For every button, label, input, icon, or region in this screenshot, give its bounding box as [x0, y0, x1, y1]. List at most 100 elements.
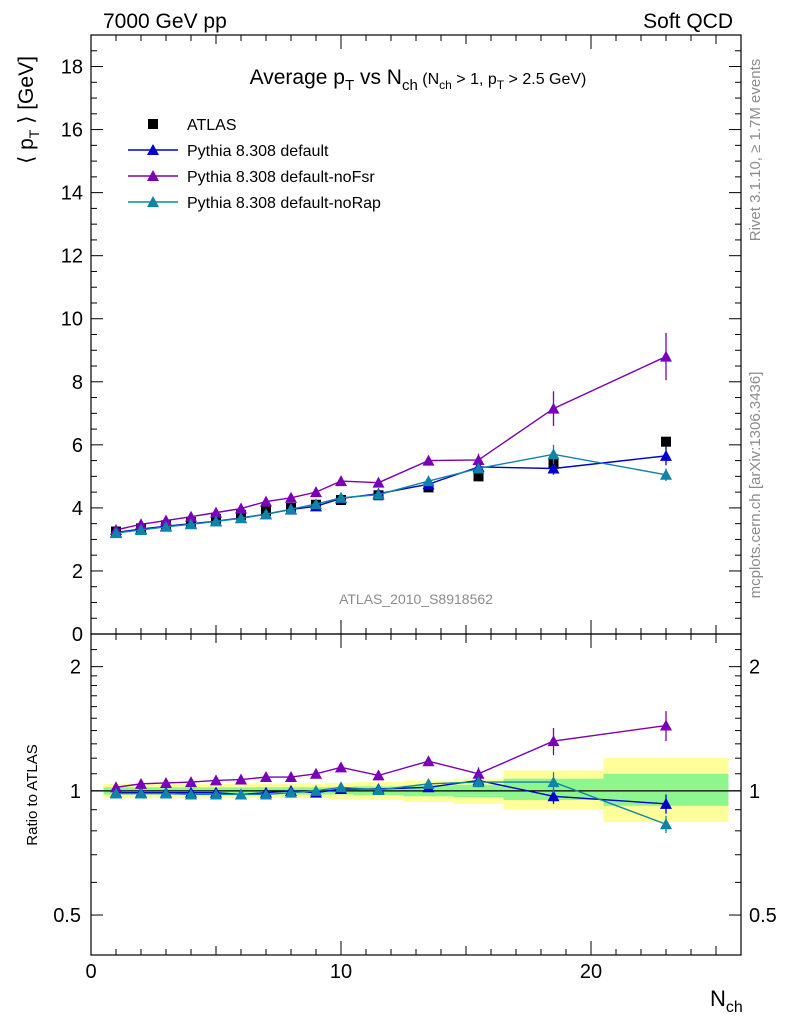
ratio-point	[235, 788, 247, 800]
data-point	[660, 449, 672, 461]
data-point	[210, 506, 222, 518]
data-point	[285, 491, 297, 503]
ratio-point	[310, 767, 322, 779]
ratio-point	[472, 767, 485, 779]
data-point	[160, 514, 172, 526]
ratio-point	[547, 790, 560, 802]
series-3	[110, 444, 672, 539]
ratio-point	[422, 755, 435, 767]
data-point	[422, 454, 435, 466]
ratio-point	[110, 781, 122, 793]
ratio-y-tick-label: 0.5	[53, 905, 81, 927]
data-point	[135, 523, 147, 535]
data-point	[422, 475, 435, 487]
ratio-point	[285, 786, 297, 798]
y-tick-label: 8	[72, 372, 83, 394]
ratio-point	[235, 773, 247, 785]
y-tick-label: 4	[72, 498, 83, 520]
ratio-series-1	[110, 711, 672, 793]
series-line	[115, 453, 667, 534]
series-line	[115, 355, 667, 531]
x-axis-label: Nch	[710, 986, 743, 1016]
ratio-point	[372, 783, 385, 795]
series-2	[110, 332, 672, 535]
ratio-y-tick-label-right: 1	[749, 781, 760, 803]
y-tick-label: 12	[61, 246, 83, 268]
data-point	[235, 512, 247, 524]
data-point	[547, 402, 560, 414]
ratio-y-tick-label: 2	[70, 657, 81, 679]
data-point	[472, 462, 485, 474]
ratio-plot-panel: 0 10 20 0.5 0.5 1 1 2 2 Ratio to ATLAS Nch	[24, 620, 777, 1016]
ratio-point	[185, 776, 197, 788]
ratio-point	[185, 788, 197, 800]
legend: ATLAS Pythia 8.308 default Pythia 8.308 de…	[128, 117, 381, 212]
data-point	[660, 468, 672, 480]
series-line	[115, 455, 667, 534]
ratio-y-tick-label: 1	[70, 781, 81, 803]
y-tick-label: 16	[61, 120, 83, 142]
ratio-point	[160, 787, 172, 799]
data-point	[372, 488, 385, 500]
legend-marker	[147, 196, 159, 207]
legend-label: ATLAS	[187, 117, 237, 134]
ratio-point	[260, 771, 272, 783]
data-point	[285, 503, 297, 515]
data-point	[473, 471, 484, 482]
ratio-point	[660, 719, 672, 731]
data-point	[335, 491, 347, 503]
y-tick-label: 18	[61, 57, 83, 79]
main-plot-title: Average pT vs Nch (Nch > 1, pT > 2.5 GeV…	[250, 66, 587, 94]
data-point	[547, 462, 560, 474]
ratio-y-tick-label-right: 2	[749, 657, 760, 679]
data-point	[185, 518, 197, 530]
y-tick-label: 2	[72, 561, 83, 583]
ratio-point	[110, 787, 122, 799]
header-left: 7000 GeV pp	[103, 10, 227, 33]
data-point	[335, 475, 347, 487]
ratio-point	[372, 769, 385, 781]
main-plot-panel: 0 2 4 6 8 10 12 14 16 18 Average pT vs Nch (Nch >…	[15, 34, 742, 646]
header-right: Soft QCD	[643, 10, 733, 33]
data-point	[472, 453, 485, 465]
data-point	[210, 515, 222, 527]
y-tick-label: 10	[61, 309, 83, 331]
x-tick-label: 0	[85, 961, 96, 983]
ratio-point	[210, 788, 222, 800]
ratio-series-2	[110, 772, 672, 834]
ratio-point	[285, 771, 297, 783]
ratio-y-axis-label: Ratio to ATLAS	[24, 744, 41, 845]
data-point	[310, 498, 322, 510]
ratio-point	[260, 788, 272, 800]
ratio-point	[422, 777, 435, 789]
legend-marker	[147, 170, 159, 181]
ratio-y-tick-label-right: 0.5	[749, 905, 777, 927]
data-point	[661, 436, 671, 447]
ratio-point	[660, 818, 672, 830]
ratio-point	[335, 781, 347, 793]
ratio-point	[310, 784, 322, 796]
ratio-point	[160, 776, 172, 788]
legend-label: Pythia 8.308 default-noFsr	[187, 169, 375, 186]
x-tick-label: 10	[330, 961, 352, 983]
data-point	[110, 527, 122, 539]
ratio-point	[335, 761, 347, 773]
y-tick-label: 0	[72, 624, 83, 646]
ratio-point	[472, 776, 485, 788]
ratio-point	[135, 787, 147, 799]
ratio-point	[135, 777, 147, 789]
ratio-point	[210, 774, 222, 786]
data-point	[260, 508, 272, 520]
data-point	[660, 350, 672, 362]
legend-marker	[148, 119, 158, 129]
y-tick-label: 6	[72, 435, 83, 457]
legend-marker	[147, 144, 159, 155]
main-y-axis-label: ⟨ pT ⟩ [GeV]	[15, 56, 42, 164]
legend-label: Pythia 8.308 default	[187, 143, 329, 160]
data-point	[547, 448, 560, 460]
y-tick-label: 14	[61, 183, 83, 205]
ratio-point	[547, 735, 560, 747]
rivet-version-label: Rivet 3.1.10, ≥ 1.7M events	[747, 59, 764, 242]
data-point	[135, 518, 147, 530]
